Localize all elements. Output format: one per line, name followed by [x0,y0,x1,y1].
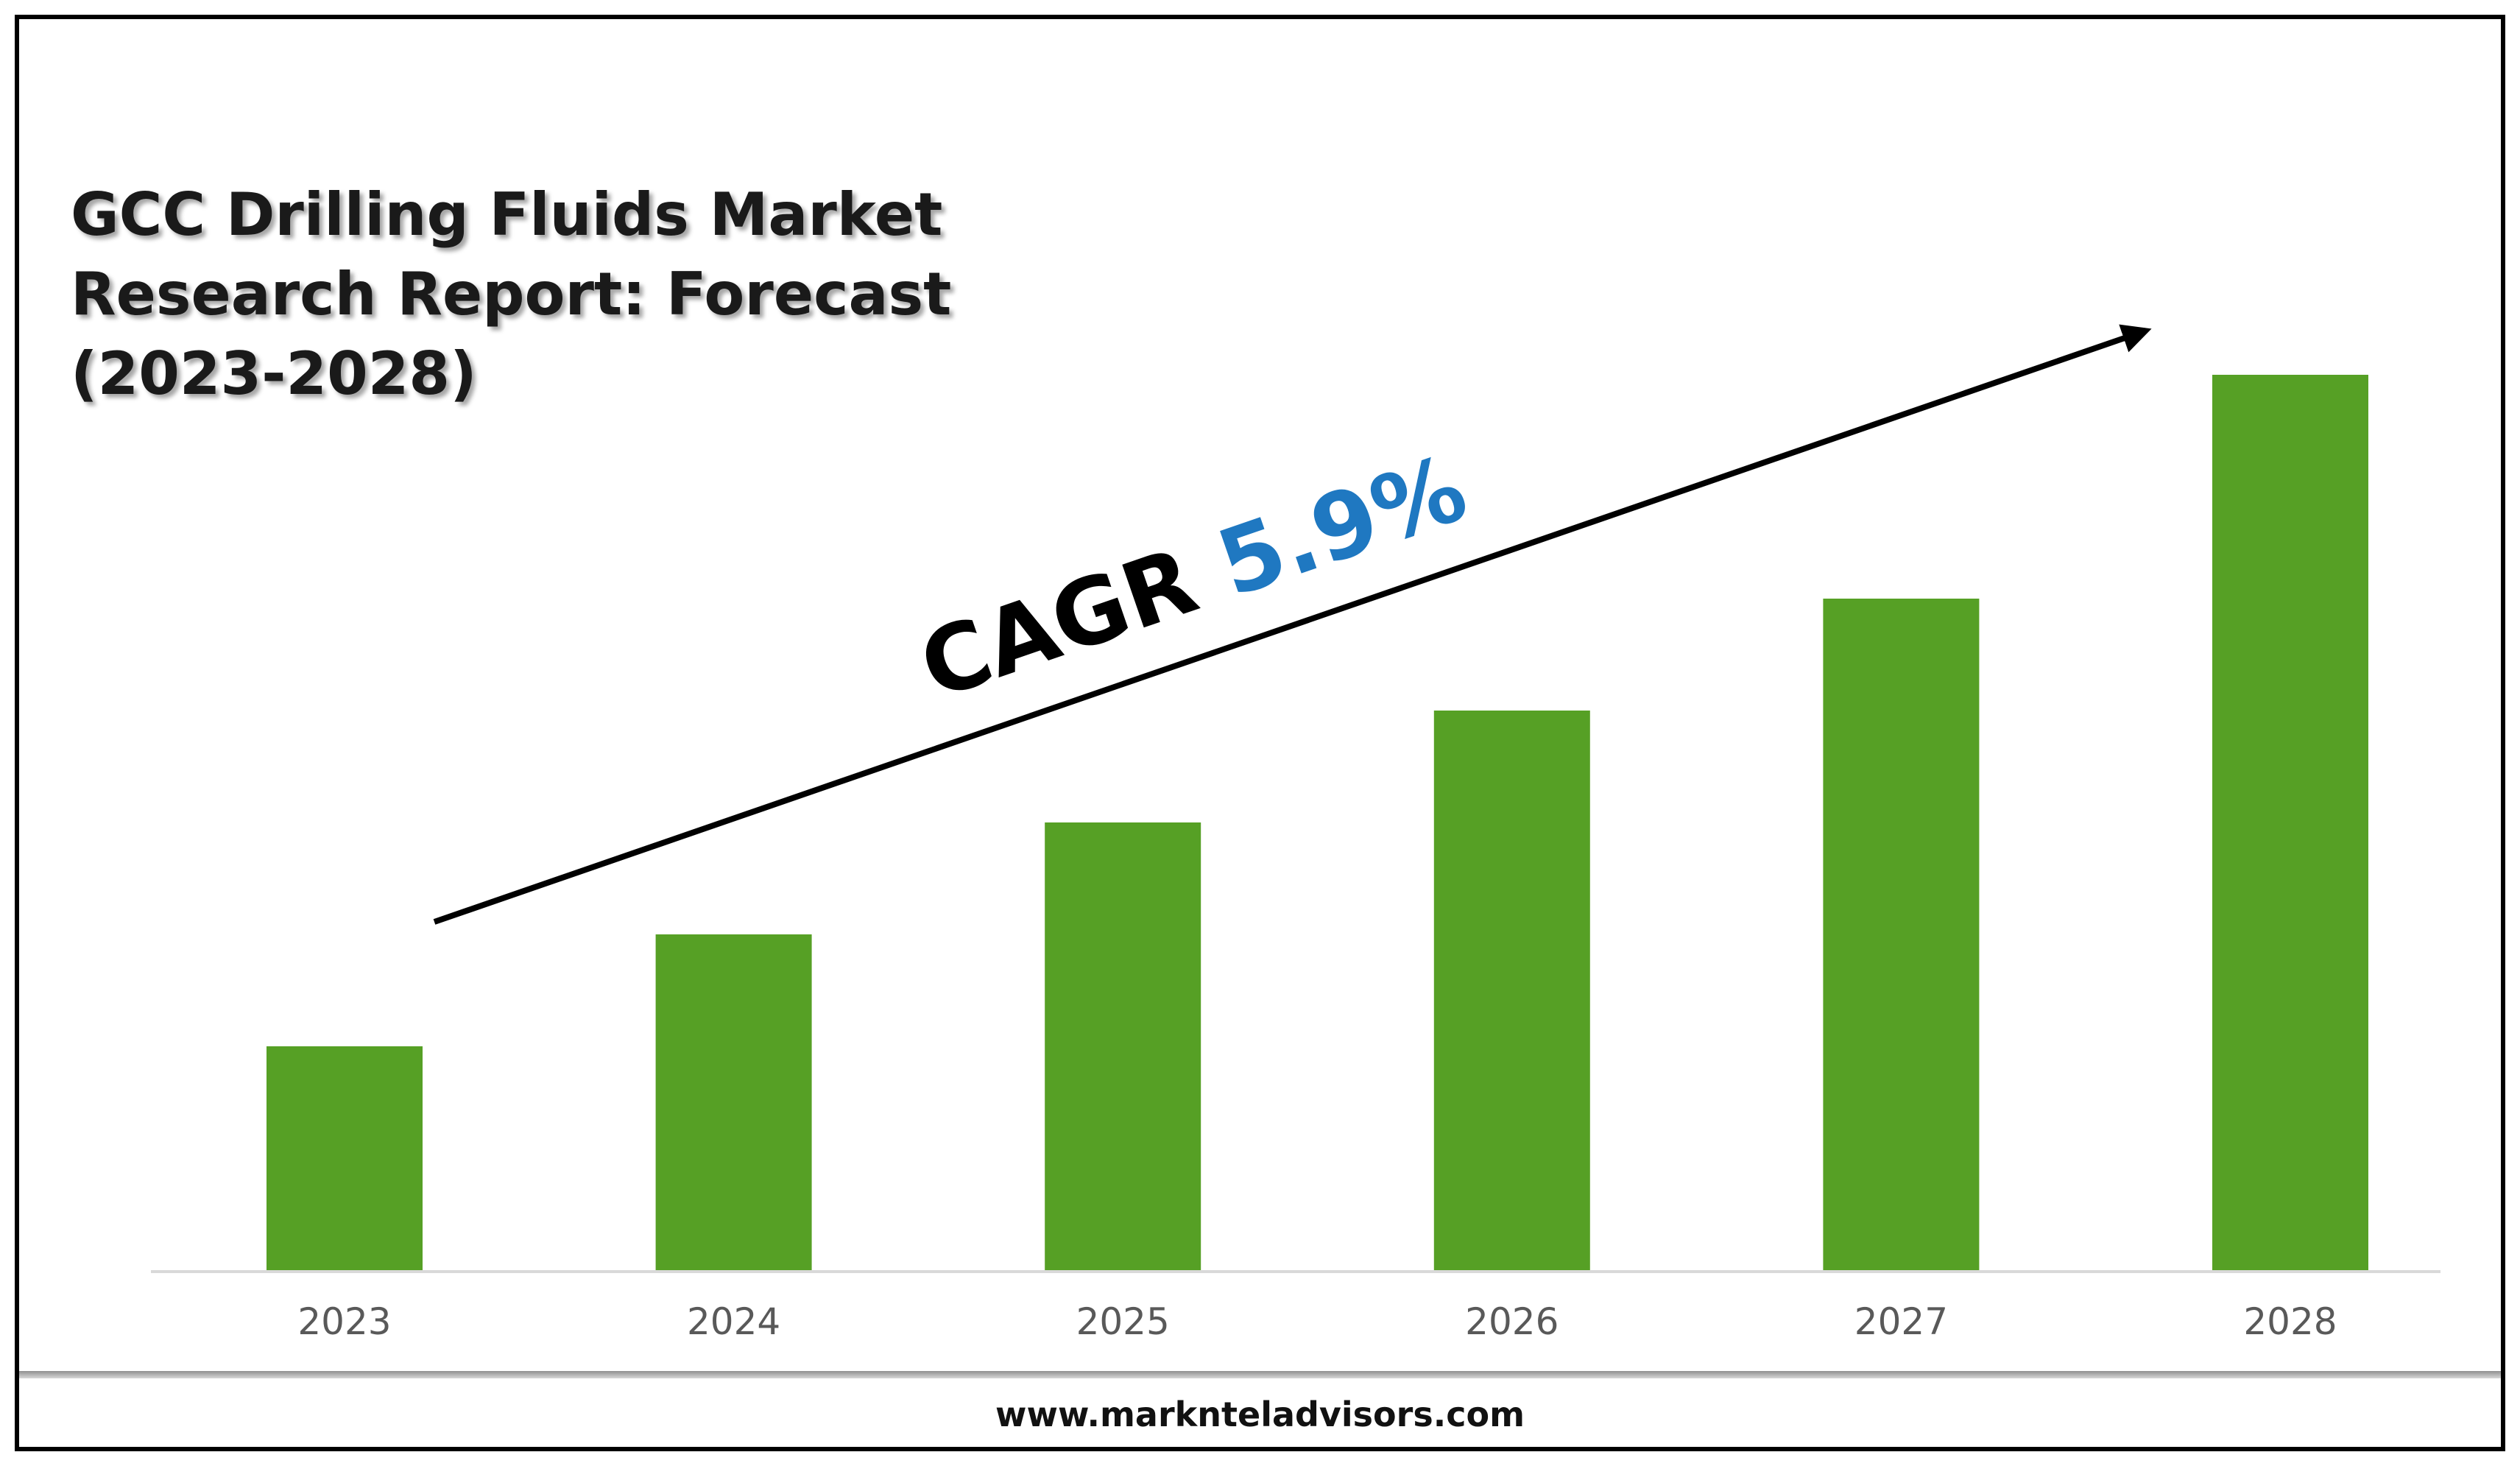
x-axis-tick-labels: 2023 2024 2025 2026 2027 2028 [297,1300,2337,1343]
x-tick-label-2024: 2024 [687,1300,780,1343]
footer-divider [19,1371,2501,1378]
chart-title: GCC Drilling Fluids Market Research Repo… [71,180,952,408]
cagr-value: 5.9% [1205,435,1479,618]
x-tick-label-2028: 2028 [2243,1300,2337,1343]
cagr-prefix: CAGR [908,518,1240,720]
footer-url: www.marknteladvisors.com [995,1395,1525,1434]
x-tick-label-2026: 2026 [1465,1300,1559,1343]
bar-2027 [1823,599,1980,1270]
bar-2025 [1045,822,1201,1270]
x-tick-label-2025: 2025 [1076,1300,1170,1343]
bar-2024 [655,934,812,1270]
bar-2023 [267,1046,423,1270]
x-tick-label-2023: 2023 [297,1300,391,1343]
bar-2026 [1433,711,1590,1270]
bars-group [267,375,2368,1270]
bar-2028 [2212,375,2368,1270]
cagr-annotation: CAGR 5.9% [908,435,1479,720]
cagr-arrow [433,324,2152,925]
x-tick-label-2027: 2027 [1854,1300,1948,1343]
chart-frame [15,15,2505,1451]
